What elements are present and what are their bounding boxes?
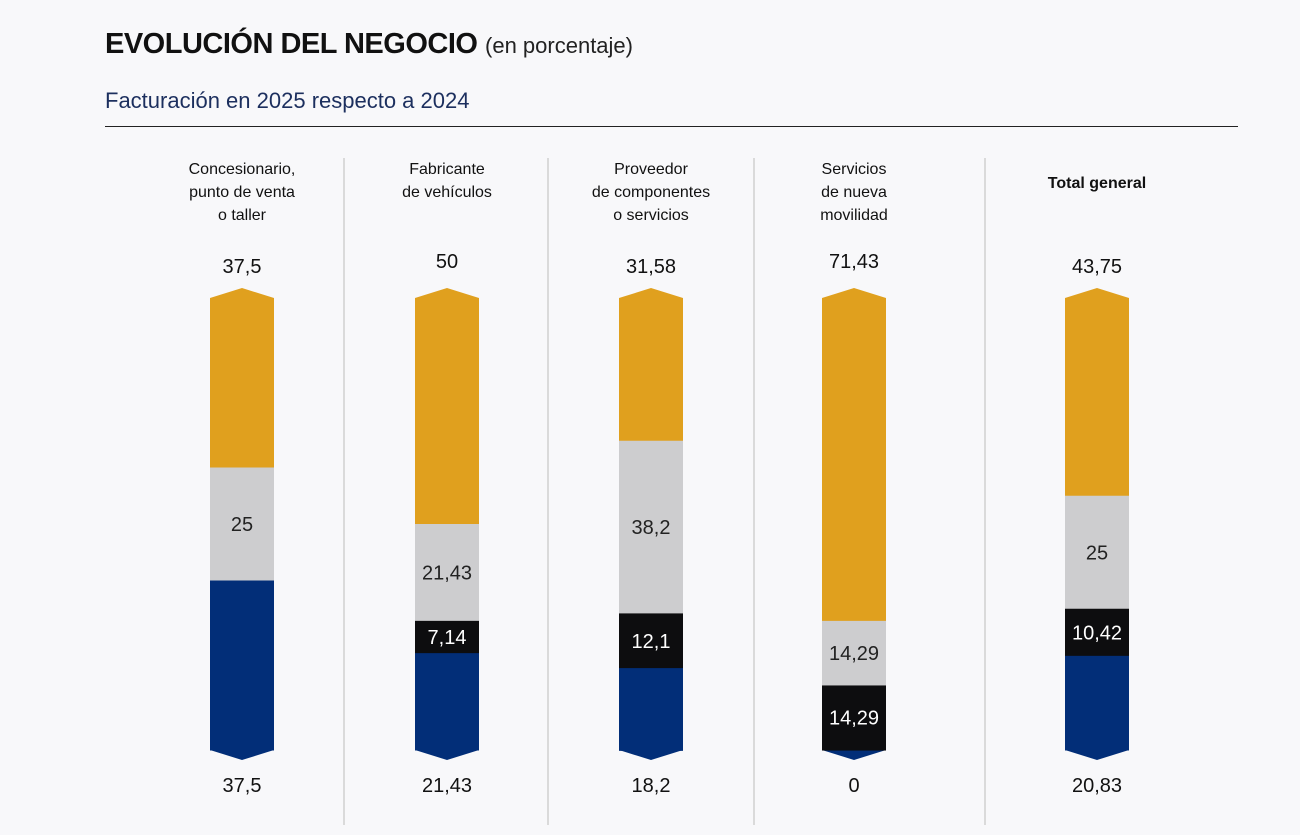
title-text: EVOLUCIÓN DEL NEGOCIO <box>105 28 478 60</box>
bar-segment <box>415 653 479 751</box>
bar-segment <box>822 298 886 622</box>
bar-segment <box>1065 298 1129 497</box>
title-unit: (en porcentaje) <box>485 33 633 58</box>
bar-bottom-cap <box>1065 750 1129 760</box>
bar-top-cap <box>619 288 683 298</box>
top-value-label: 50 <box>436 251 458 273</box>
bottom-value-label: 20,83 <box>1072 775 1122 797</box>
bar-segment <box>619 668 683 751</box>
bar-segment <box>619 298 683 442</box>
top-value-label: 71,43 <box>829 251 879 273</box>
segment-value-label: 25 <box>231 514 253 536</box>
chart-subtitle: Facturación en 2025 respecto a 2024 <box>105 88 470 113</box>
category-label: o taller <box>218 207 267 224</box>
bar-segment <box>822 685 886 751</box>
category-label: movilidad <box>820 207 888 224</box>
segment-value-label: 25 <box>1086 542 1108 564</box>
bar-top-cap <box>822 288 886 298</box>
segment-value-label: 14,29 <box>829 643 879 665</box>
bar-segment <box>619 613 683 669</box>
segment-value-label: 14,29 <box>829 708 879 730</box>
segment-value-label: 38,2 <box>632 517 671 539</box>
category-label: Concesionario, <box>189 161 296 178</box>
category-label: punto de venta <box>189 184 295 201</box>
segment-value-label: 10,42 <box>1072 622 1122 644</box>
segment-value-label: 12,1 <box>632 631 671 653</box>
segment-value-label: 7,14 <box>428 627 467 649</box>
bottom-value-label: 18,2 <box>632 775 671 797</box>
bar-segment <box>1065 495 1129 610</box>
bar-segment <box>822 620 886 686</box>
top-value-label: 43,75 <box>1072 256 1122 278</box>
bar-top-cap <box>415 288 479 298</box>
bar-segment <box>210 580 274 751</box>
category-label: de componentes <box>592 184 710 201</box>
category-label: de nueva <box>821 184 887 201</box>
bar-top-cap <box>1065 288 1129 298</box>
category-label: Total general <box>1048 175 1146 192</box>
top-value-label: 31,58 <box>626 256 676 278</box>
top-value-label: 37,5 <box>223 256 262 278</box>
bar-segment <box>1065 608 1129 657</box>
bar-segment <box>415 298 479 525</box>
header-divider <box>105 126 1238 127</box>
bar-bottom-cap <box>210 750 274 760</box>
bar-bottom-cap <box>619 750 683 760</box>
bar-segment <box>619 440 683 614</box>
bar-segment <box>415 620 479 654</box>
segment-value-label: 21,43 <box>422 562 472 584</box>
bar-bottom-cap <box>822 750 886 760</box>
bar-top-cap <box>210 288 274 298</box>
chart-title: EVOLUCIÓN DEL NEGOCIO (en porcentaje) <box>105 28 633 61</box>
category-label: Servicios <box>822 161 887 178</box>
bottom-value-label: 21,43 <box>422 775 472 797</box>
category-label: de vehículos <box>402 184 492 201</box>
bar-segment <box>415 524 479 622</box>
bar-bottom-cap <box>415 750 479 760</box>
bottom-value-label: 0 <box>848 775 859 797</box>
bar-segment <box>210 467 274 581</box>
category-label: Fabricante <box>409 161 485 178</box>
bar-segment <box>1065 655 1129 751</box>
bar-segment <box>210 298 274 468</box>
bottom-value-label: 37,5 <box>223 775 262 797</box>
category-label: o servicios <box>613 207 689 224</box>
category-label: Proveedor <box>614 161 688 178</box>
